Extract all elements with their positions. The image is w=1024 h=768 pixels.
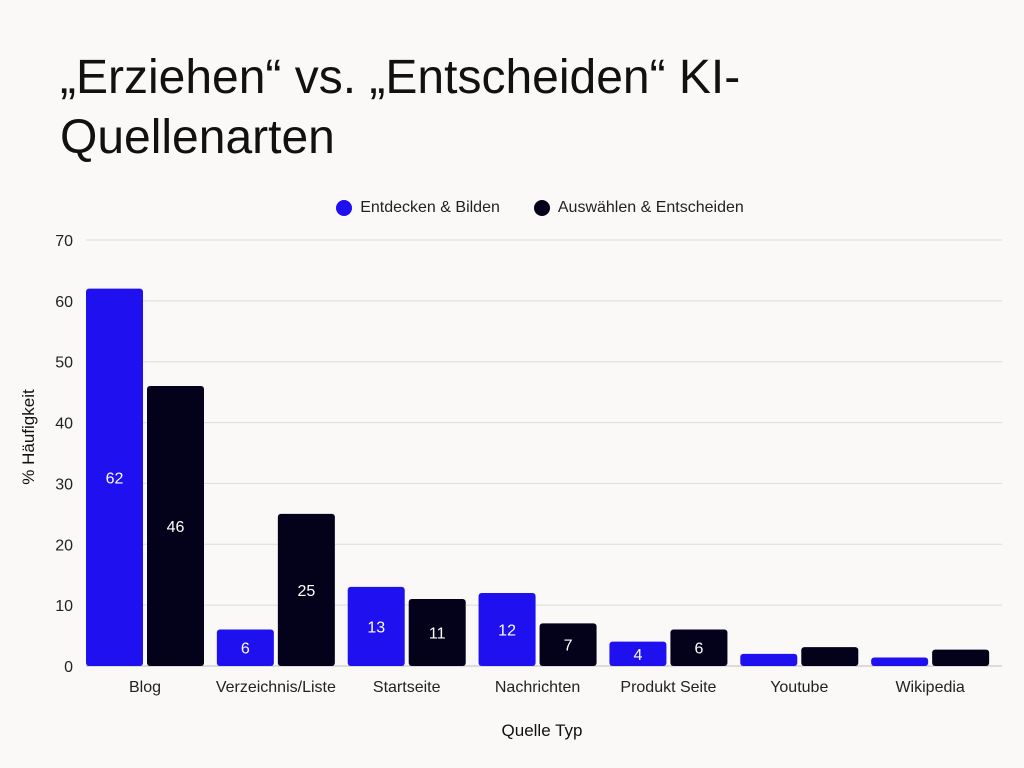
legend-swatch-series-2 bbox=[533, 200, 550, 216]
y-tick-label: 30 bbox=[55, 476, 73, 493]
data-label: 62 bbox=[106, 470, 124, 487]
data-label: 7 bbox=[564, 638, 573, 655]
bar-1-2 bbox=[216, 629, 274, 666]
bar-2-3 bbox=[408, 599, 466, 666]
bar-1-6 bbox=[740, 653, 798, 666]
bar-2-1 bbox=[147, 386, 204, 666]
x-tick-label: Nachrichten bbox=[495, 679, 580, 696]
data-label: 12 bbox=[498, 622, 516, 639]
x-tick-label: Blog bbox=[129, 679, 161, 696]
y-tick-label: 0 bbox=[64, 659, 73, 676]
bar-2-7 bbox=[932, 649, 990, 666]
chart-title: „Erziehen“ vs. „Entscheiden“ KI-Quellena… bbox=[60, 51, 741, 164]
legend: Entdecken & Bilden Auswählen & Entscheid… bbox=[0, 199, 1024, 217]
y-tick-label: 10 bbox=[55, 598, 73, 615]
gridlines bbox=[86, 239, 1002, 667]
y-axis-ticks: 0 10 20 30 40 50 60 70 bbox=[55, 233, 73, 676]
x-tick-label: Wikipedia bbox=[895, 679, 964, 696]
bar-2-4 bbox=[539, 623, 597, 666]
data-label: 6 bbox=[694, 641, 703, 658]
x-axis-title: Quelle Typ bbox=[502, 721, 583, 740]
bar-2-5 bbox=[670, 629, 728, 666]
y-tick-label: 60 bbox=[55, 294, 73, 311]
data-label: 4 bbox=[633, 647, 642, 664]
x-tick-label: Youtube bbox=[770, 679, 828, 696]
y-tick-label: 40 bbox=[55, 416, 73, 433]
bar-2-6 bbox=[801, 647, 859, 666]
data-label: 46 bbox=[167, 519, 185, 536]
y-tick-label: 70 bbox=[55, 233, 73, 250]
bar-1-1 bbox=[86, 288, 143, 666]
legend-item-series-2: Auswählen & Entscheiden bbox=[533, 199, 744, 217]
bar-1-5 bbox=[609, 641, 667, 666]
legend-label-series-1: Entdecken & Bilden bbox=[360, 199, 500, 216]
legend-swatch-series-1 bbox=[336, 200, 353, 216]
y-tick-label: 50 bbox=[55, 355, 73, 372]
x-tick-label: Verzeichnis/Liste bbox=[216, 679, 336, 696]
legend-label-series-2: Auswählen & Entscheiden bbox=[557, 199, 744, 216]
bar-1-4 bbox=[478, 592, 536, 666]
y-axis-title: % Häufigkeit bbox=[19, 389, 38, 485]
data-label: 6 bbox=[241, 641, 250, 658]
data-label: 11 bbox=[429, 626, 446, 643]
data-label: 25 bbox=[297, 583, 315, 600]
bar-1-7 bbox=[871, 657, 929, 666]
bar-1-3 bbox=[347, 586, 405, 666]
x-axis-ticks: Blog Verzeichnis/Liste Startseite Nachricht… bbox=[129, 679, 965, 696]
x-tick-label: Produkt Seite bbox=[620, 679, 716, 696]
x-tick-label: Startseite bbox=[373, 679, 441, 696]
data-label: 13 bbox=[367, 619, 385, 636]
legend-item-series-1: Entdecken & Bilden bbox=[336, 199, 500, 217]
bar-2-2 bbox=[277, 513, 335, 666]
y-tick-label: 20 bbox=[55, 537, 73, 554]
